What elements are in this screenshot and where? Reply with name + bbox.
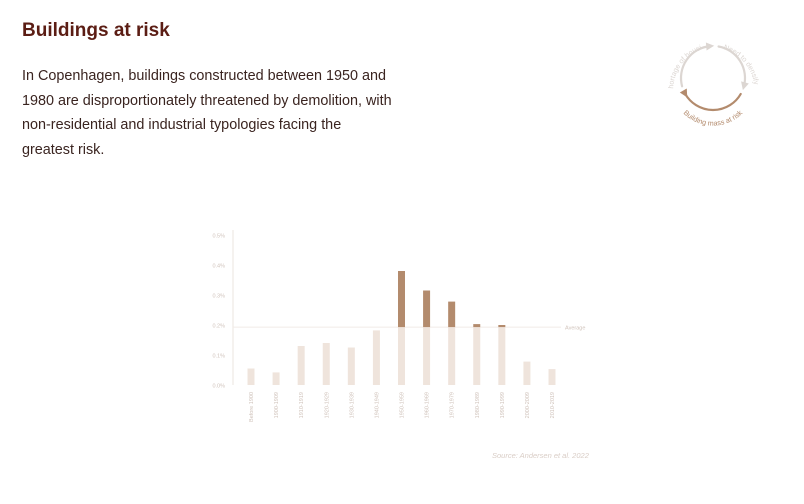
x-tick-label: 1930-1939 <box>349 392 355 418</box>
x-tick-label: Before 1900 <box>249 392 255 422</box>
x-tick-label: 1960-1969 <box>425 392 431 418</box>
x-tick-label: 1950-1959 <box>400 392 406 418</box>
bar-excess <box>448 301 456 328</box>
bar-excess <box>498 325 506 328</box>
average-label: Average <box>565 326 585 332</box>
bar <box>473 327 481 385</box>
x-tick-label: 1990-1999 <box>500 392 506 418</box>
bar <box>247 368 255 385</box>
x-tick-label: 2010-2019 <box>550 392 556 418</box>
cycle-arrows <box>679 42 749 112</box>
source-note: Source: Andersen et al. 2022 <box>492 451 589 460</box>
bar <box>548 369 556 385</box>
y-tick-label: 0.1% <box>212 354 225 360</box>
y-tick-label: 0.0% <box>212 384 225 390</box>
bar-excess <box>473 324 481 328</box>
bar <box>398 327 405 385</box>
x-tick-label: 1970-1979 <box>450 392 456 418</box>
bar <box>498 327 506 385</box>
bar <box>372 330 380 385</box>
bar-excess <box>423 290 431 328</box>
cycle-arrow-risk-head <box>679 88 688 98</box>
x-tick-label: 1900-1909 <box>274 392 280 418</box>
cycle-arrow-densify-head <box>741 81 749 91</box>
bar-excess <box>398 271 405 328</box>
bar <box>448 327 456 385</box>
y-tick-label: 0.5% <box>212 234 225 240</box>
x-tick-label: 1980-1989 <box>475 392 481 418</box>
y-tick-label: 0.3% <box>212 294 225 300</box>
cycle-diagram: Shortage of housing Need to densify Buil… <box>648 28 761 128</box>
cycle-arrow-densify <box>717 45 747 88</box>
bar <box>322 343 330 385</box>
x-tick-label: 1940-1949 <box>374 392 380 418</box>
cycle-arrow-shortage-head <box>705 42 715 51</box>
page-title: Buildings at risk <box>22 20 170 41</box>
cycle-arrow-risk <box>684 92 742 112</box>
bar <box>423 327 431 385</box>
y-tick-label: 0.4% <box>212 264 225 270</box>
bar <box>523 361 531 385</box>
y-tick-label: 0.2% <box>212 324 225 330</box>
bar <box>347 347 355 385</box>
cycle-arrow-shortage <box>679 45 712 88</box>
bar <box>272 372 280 385</box>
intro-text: In Copenhagen, buildings constructed bet… <box>22 68 392 158</box>
bar <box>297 346 305 385</box>
x-tick-label: 1910-1919 <box>299 392 305 418</box>
x-tick-label: 1920-1929 <box>324 392 330 418</box>
x-tick-label: 2000-2009 <box>525 392 531 418</box>
